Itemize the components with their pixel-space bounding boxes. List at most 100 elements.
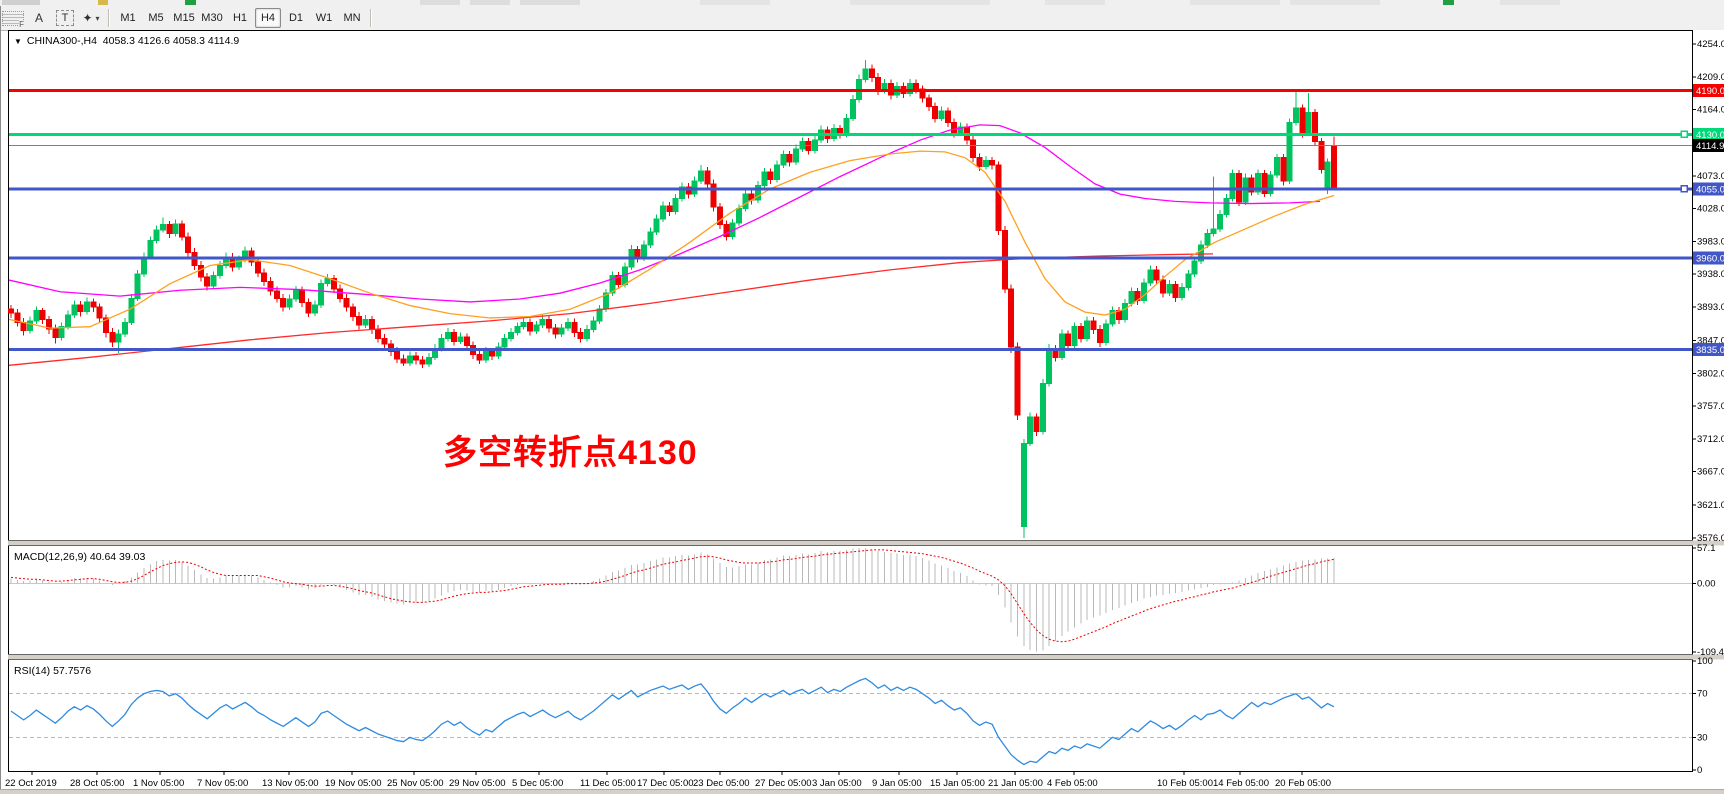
timeframe-button-m1[interactable]: M1 — [120, 12, 136, 24]
svg-text:4028.0: 4028.0 — [1697, 204, 1724, 215]
symbol-ohlc: 4058.3 4126.6 4058.3 4114.9 — [102, 35, 240, 47]
svg-text:4 Feb 05:00: 4 Feb 05:00 — [1047, 778, 1098, 789]
svg-text:3712.0: 3712.0 — [1697, 434, 1724, 445]
svg-text:4209.0: 4209.0 — [1697, 72, 1724, 83]
svg-text:14 Feb 05:00: 14 Feb 05:00 — [1213, 778, 1269, 789]
svg-text:1 Nov 05:00: 1 Nov 05:00 — [133, 778, 184, 789]
timeframe-button-m30[interactable]: M30 — [201, 12, 223, 24]
svg-text:9 Jan 05:00: 9 Jan 05:00 — [872, 778, 922, 789]
text-box-tool-icon[interactable]: T — [52, 9, 78, 27]
svg-text:20 Feb 05:00: 20 Feb 05:00 — [1275, 778, 1331, 789]
svg-text:3802.0: 3802.0 — [1697, 368, 1724, 379]
svg-text:4190.0: 4190.0 — [1696, 86, 1724, 97]
timeframe-button-w1[interactable]: W1 — [315, 12, 333, 24]
svg-text:13 Nov 05:00: 13 Nov 05:00 — [262, 778, 319, 789]
price-badge-3835.0 — [1693, 342, 1724, 356]
svg-text:3757.0: 3757.0 — [1697, 401, 1724, 412]
dropdown-caret-icon: ▾ — [95, 13, 100, 23]
toolbar-fragment — [520, 0, 580, 5]
timeframe-button-mn[interactable]: MN — [343, 12, 361, 24]
svg-text:57.1: 57.1 — [1697, 543, 1716, 554]
svg-text:15 Jan 05:00: 15 Jan 05:00 — [930, 778, 985, 789]
svg-text:4164.0: 4164.0 — [1697, 105, 1724, 116]
svg-text:4114.9: 4114.9 — [1696, 141, 1724, 152]
chart-area[interactable]: 4254.0 4209.0 4164.0 4073.0 4028.0 3983.0 3938… — [0, 30, 1724, 794]
grid-f-tool-icon[interactable]: F — [0, 9, 26, 29]
toolbar-fragment — [420, 0, 460, 5]
date-axis[interactable]: 22 Oct 2019 28 Oct 05:00 1 Nov 05:00 7 Nov … — [5, 772, 1331, 789]
price-badge-4114.9 — [1693, 138, 1724, 152]
rsi-panel: 100 70 30 0 — [9, 656, 1713, 776]
toolbar-fragment — [1045, 0, 1105, 5]
toolbar-fragment — [470, 0, 510, 5]
svg-text:4073.0: 4073.0 — [1697, 171, 1724, 182]
svg-text:3576.0: 3576.0 — [1697, 533, 1724, 544]
svg-text:25 Nov 05:00: 25 Nov 05:00 — [387, 778, 444, 789]
window-left-edge — [0, 6, 1, 794]
panel-dividers[interactable] — [8, 540, 1724, 660]
svg-text:3938.0: 3938.0 — [1697, 269, 1724, 280]
line-handle[interactable] — [1680, 185, 1688, 193]
toolbar-fragment — [700, 0, 770, 5]
symbol-name: CHINA300-,H4 — [26, 35, 97, 47]
svg-text:5 Dec 05:00: 5 Dec 05:00 — [512, 778, 563, 789]
timeframe-button-h1[interactable]: H1 — [232, 12, 248, 24]
svg-text:3621.0: 3621.0 — [1697, 500, 1724, 511]
svg-text:3835.0: 3835.0 — [1696, 345, 1724, 356]
svg-text:22 Oct 2019: 22 Oct 2019 — [5, 778, 57, 789]
timeframe-button-h4[interactable]: H4 — [255, 8, 281, 28]
svg-text:27 Dec 05:00: 27 Dec 05:00 — [755, 778, 812, 789]
svg-text:3667.0: 3667.0 — [1697, 467, 1724, 478]
svg-text:4130.0: 4130.0 — [1696, 130, 1724, 141]
chart-annotation-text[interactable]: 多空转折点4130 — [443, 434, 698, 472]
svg-text:0: 0 — [1697, 765, 1702, 776]
price-badge-4055.0 — [1693, 182, 1724, 196]
price-badge-4190.0 — [1693, 84, 1724, 98]
text-a-tool-icon[interactable]: A — [34, 11, 43, 25]
toolbar-fragment — [1500, 0, 1560, 5]
svg-text:3893.0: 3893.0 — [1697, 302, 1724, 313]
line-handle[interactable] — [1680, 130, 1688, 139]
svg-text:3960.0: 3960.0 — [1696, 254, 1724, 265]
price-axis: 4254.0 4209.0 4164.0 4073.0 4028.0 3983.0 3938… — [1692, 39, 1724, 544]
svg-text:3 Jan 05:00: 3 Jan 05:00 — [812, 778, 862, 789]
timeframe-button-m15[interactable]: M15 — [173, 12, 195, 24]
macd-indicator-label: MACD(12,26,9) 40.64 39.03 — [14, 551, 146, 563]
svg-text:17 Dec 05:00: 17 Dec 05:00 — [637, 778, 694, 789]
price-badge-3960.0 — [1693, 251, 1724, 265]
svg-text:4254.0: 4254.0 — [1697, 39, 1724, 50]
toolbar-fragment — [1190, 0, 1280, 5]
svg-text:21 Jan 05:00: 21 Jan 05:00 — [988, 778, 1043, 789]
svg-text:0.00: 0.00 — [1697, 579, 1716, 590]
svg-text:30: 30 — [1697, 732, 1708, 743]
toolbar-fragment — [185, 0, 196, 5]
timeframe-button-d1[interactable]: D1 — [288, 12, 304, 24]
svg-text:3847.0: 3847.0 — [1697, 336, 1724, 347]
svg-text:100: 100 — [1697, 656, 1713, 667]
symbol-dropdown-icon[interactable]: ▼ — [14, 37, 22, 46]
toolbar-fragment — [2, 0, 40, 5]
svg-text:19 Nov 05:00: 19 Nov 05:00 — [325, 778, 382, 789]
svg-text:29 Nov 05:00: 29 Nov 05:00 — [449, 778, 506, 789]
toolbar-fragment — [850, 0, 990, 5]
svg-text:23 Dec 05:00: 23 Dec 05:00 — [693, 778, 750, 789]
level-lines-layer[interactable] — [9, 89, 1692, 351]
macd-panel: 57.1 0.00 -109.43 — [9, 543, 1724, 658]
svg-text:4055.0: 4055.0 — [1696, 184, 1724, 195]
svg-text:3983.0: 3983.0 — [1697, 236, 1724, 247]
timeframe-group: M1 M5 M15 M30 H1 H4 D1 W1 MN — [114, 8, 366, 28]
toolbar-separator — [108, 9, 110, 27]
symbol-info[interactable]: ▼ CHINA300-,H4 4058.3 4126.6 4058.3 4114.… — [14, 35, 239, 47]
window-bottom-strip — [0, 789, 1724, 794]
shapes-tool-icon[interactable]: ✦ ▾ — [82, 11, 100, 25]
svg-text:-109.43: -109.43 — [1697, 647, 1724, 658]
toolbar-fragment — [1443, 0, 1454, 5]
toolbar-fragment — [1290, 0, 1380, 5]
price-badge-4130.0 — [1693, 127, 1724, 141]
svg-text:70: 70 — [1697, 689, 1708, 700]
timeframe-button-m5[interactable]: M5 — [148, 12, 164, 24]
rsi-indicator-label: RSI(14) 57.7576 — [14, 665, 92, 677]
panel-backgrounds — [8, 30, 1724, 789]
svg-text:7 Nov 05:00: 7 Nov 05:00 — [197, 778, 248, 789]
